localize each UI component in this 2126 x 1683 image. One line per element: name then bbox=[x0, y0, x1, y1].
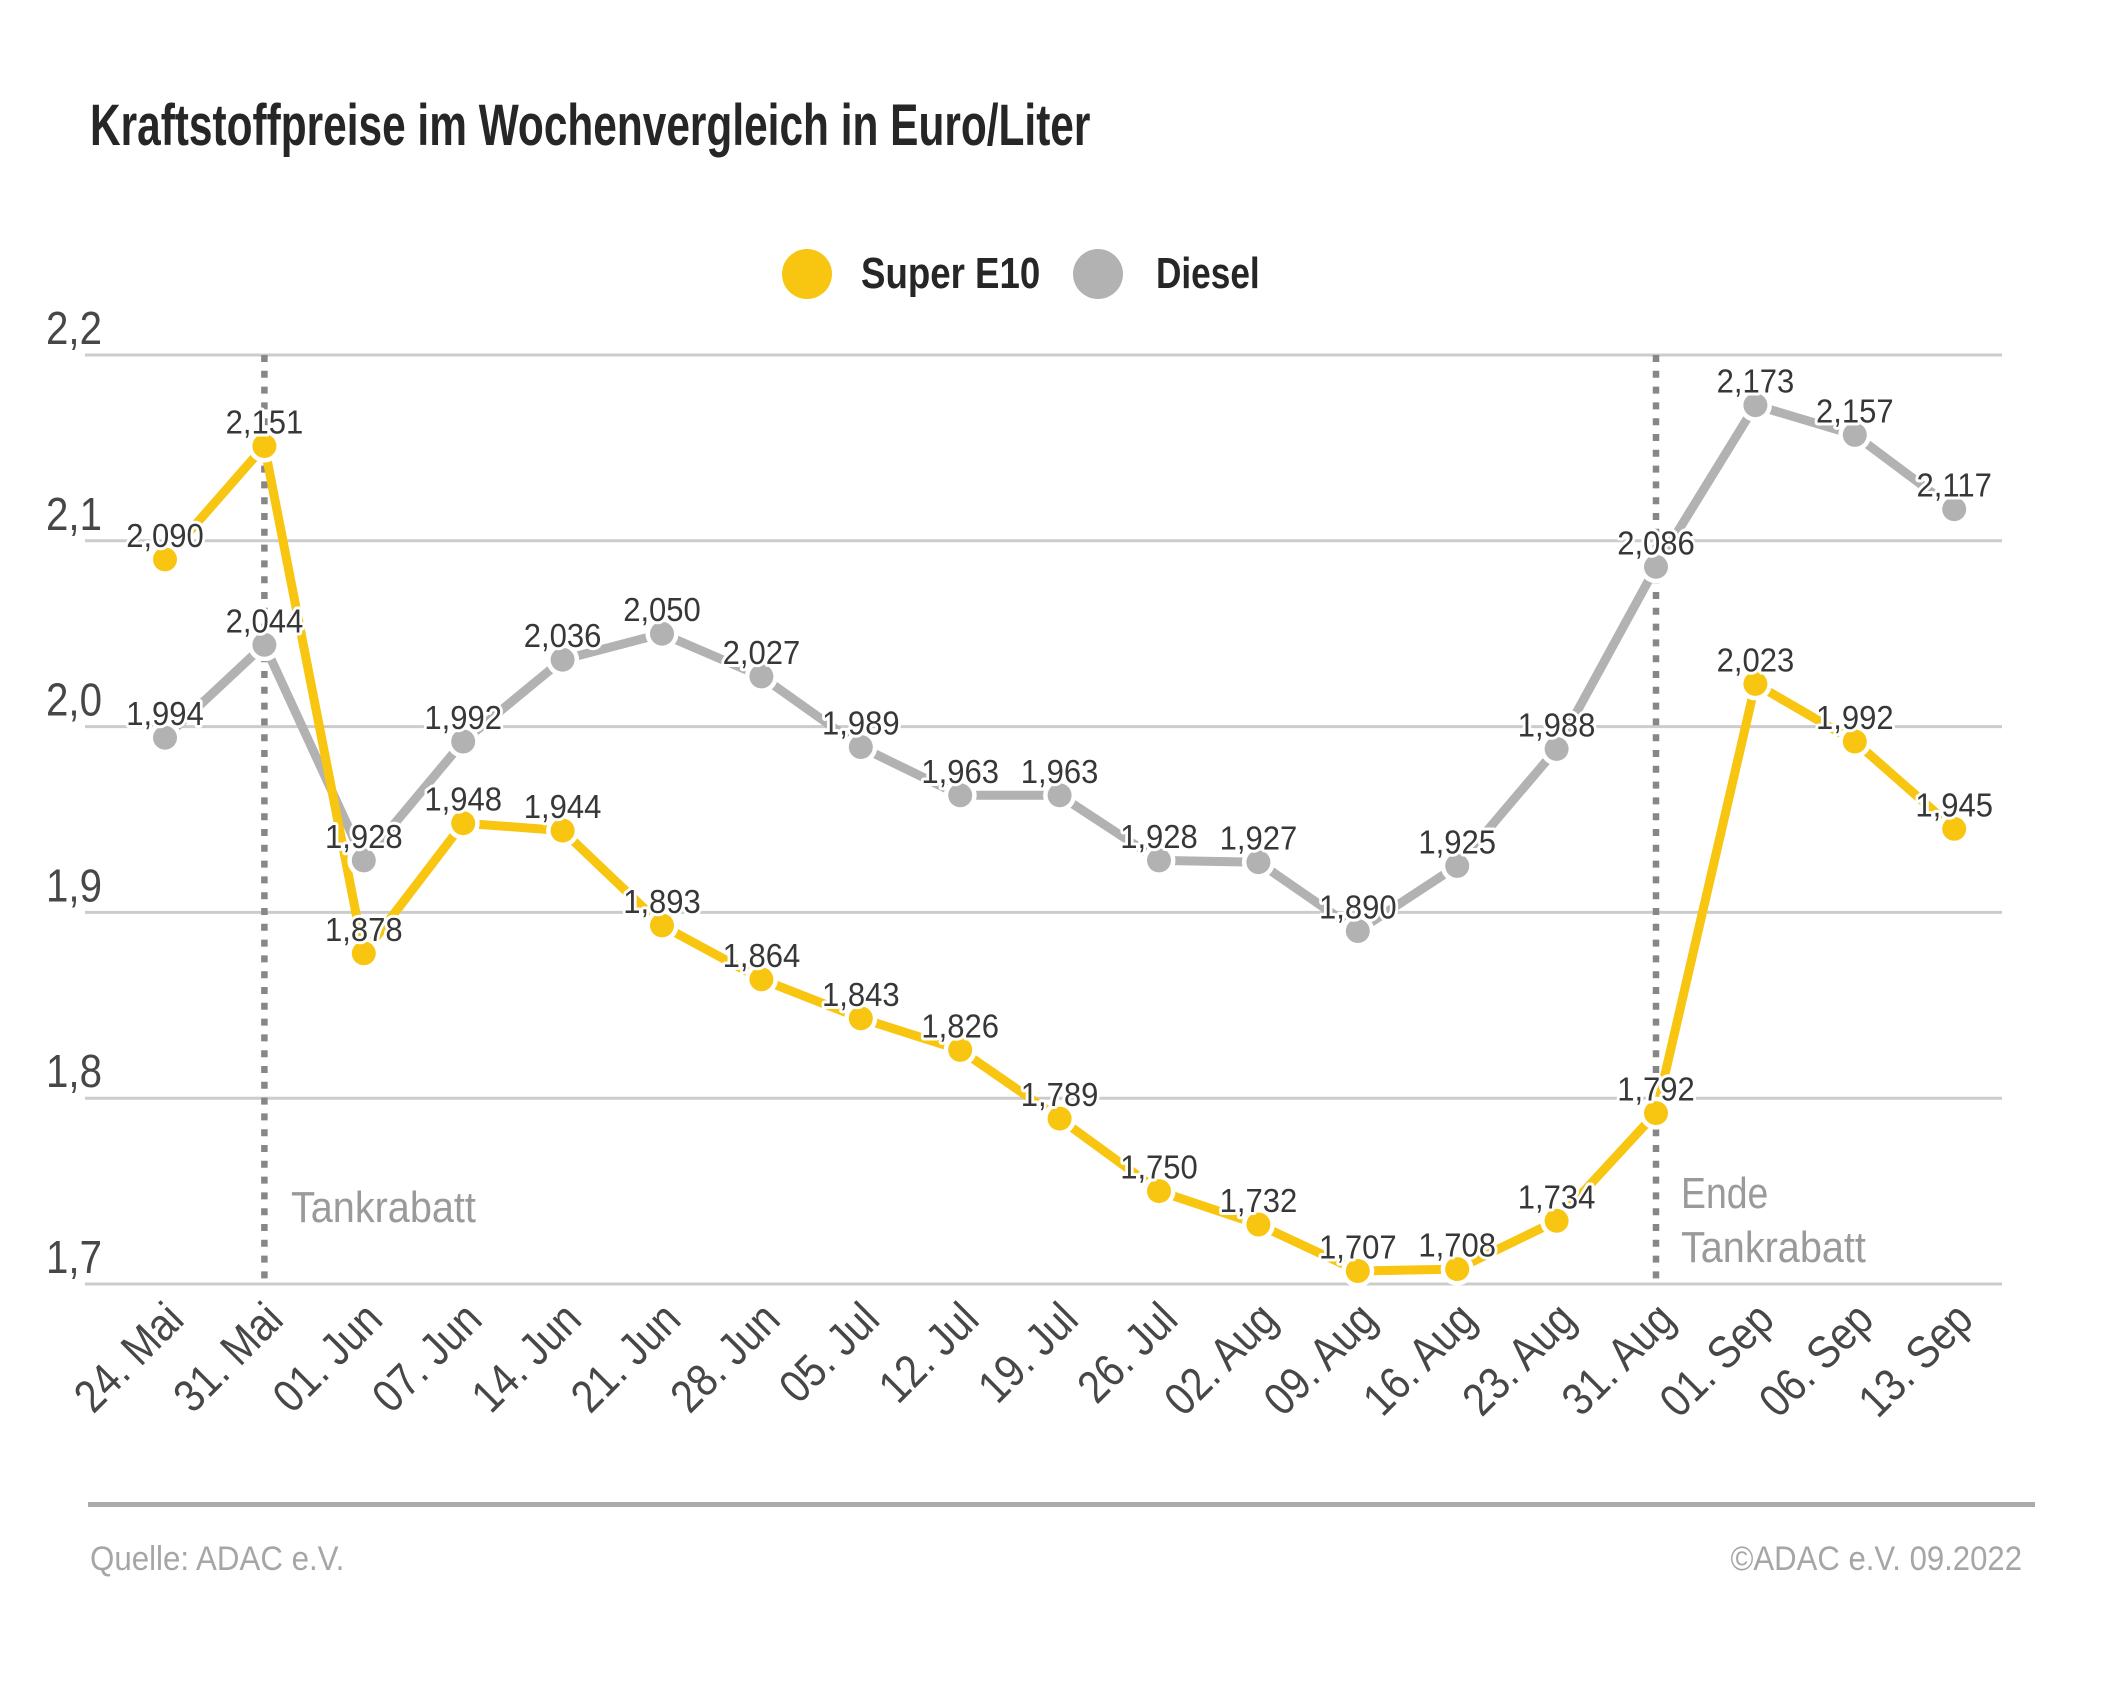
svg-text:1,963: 1,963 bbox=[921, 753, 999, 790]
svg-text:1,734: 1,734 bbox=[1518, 1178, 1596, 1215]
svg-text:1,945: 1,945 bbox=[1915, 786, 1993, 823]
svg-text:1,992: 1,992 bbox=[424, 699, 502, 736]
svg-text:1,988: 1,988 bbox=[1518, 707, 1596, 744]
svg-text:1,707: 1,707 bbox=[1319, 1229, 1397, 1266]
svg-text:1,928: 1,928 bbox=[1120, 818, 1198, 855]
svg-text:2,0: 2,0 bbox=[46, 675, 102, 726]
svg-text:1,963: 1,963 bbox=[1021, 753, 1099, 790]
svg-text:1,925: 1,925 bbox=[1418, 824, 1496, 861]
svg-text:2,2: 2,2 bbox=[46, 304, 102, 355]
svg-text:1,893: 1,893 bbox=[623, 883, 701, 920]
svg-text:1,843: 1,843 bbox=[822, 976, 900, 1013]
svg-text:1,890: 1,890 bbox=[1319, 889, 1397, 926]
svg-text:1,994: 1,994 bbox=[126, 695, 204, 732]
svg-text:1,9: 1,9 bbox=[46, 861, 102, 912]
svg-text:Diesel: Diesel bbox=[1156, 249, 1260, 298]
svg-text:2,151: 2,151 bbox=[226, 404, 304, 441]
svg-text:1,878: 1,878 bbox=[325, 911, 403, 948]
svg-text:Tankrabatt: Tankrabatt bbox=[1681, 1222, 1866, 1271]
svg-text:2,023: 2,023 bbox=[1717, 642, 1795, 679]
svg-text:1,864: 1,864 bbox=[723, 937, 801, 974]
svg-text:1,927: 1,927 bbox=[1220, 820, 1298, 857]
svg-text:2,036: 2,036 bbox=[524, 617, 602, 654]
svg-text:1,792: 1,792 bbox=[1617, 1071, 1695, 1108]
svg-text:Quelle: ADAC e.V.: Quelle: ADAC e.V. bbox=[90, 1539, 344, 1578]
svg-text:2,044: 2,044 bbox=[226, 602, 304, 639]
svg-text:©ADAC e.V. 09.2022: ©ADAC e.V. 09.2022 bbox=[1730, 1540, 2022, 1578]
svg-text:Super E10: Super E10 bbox=[861, 248, 1040, 298]
svg-text:1,708: 1,708 bbox=[1418, 1227, 1496, 1264]
svg-text:1,8: 1,8 bbox=[46, 1047, 102, 1098]
svg-text:1,732: 1,732 bbox=[1220, 1182, 1298, 1219]
svg-text:Tankrabatt: Tankrabatt bbox=[291, 1182, 476, 1231]
svg-text:1,948: 1,948 bbox=[424, 781, 502, 818]
svg-text:1,928: 1,928 bbox=[325, 818, 403, 855]
svg-text:2,090: 2,090 bbox=[126, 517, 204, 554]
svg-text:2,086: 2,086 bbox=[1617, 524, 1695, 561]
svg-text:1,789: 1,789 bbox=[1021, 1076, 1099, 1113]
svg-text:Kraftstoffpreise im Wochenverg: Kraftstoffpreise im Wochenvergleich in E… bbox=[90, 92, 1090, 157]
svg-text:Ende: Ende bbox=[1681, 1168, 1768, 1218]
svg-text:1,750: 1,750 bbox=[1120, 1149, 1198, 1186]
svg-text:1,989: 1,989 bbox=[822, 705, 900, 742]
svg-text:1,7: 1,7 bbox=[46, 1233, 102, 1284]
svg-text:2,027: 2,027 bbox=[723, 634, 801, 671]
svg-text:2,117: 2,117 bbox=[1917, 467, 1992, 504]
svg-text:2,173: 2,173 bbox=[1717, 363, 1795, 400]
svg-text:2,050: 2,050 bbox=[623, 591, 701, 628]
svg-text:1,992: 1,992 bbox=[1816, 699, 1894, 736]
svg-text:1,826: 1,826 bbox=[921, 1008, 999, 1045]
svg-text:2,157: 2,157 bbox=[1816, 393, 1894, 430]
svg-text:1,944: 1,944 bbox=[524, 788, 602, 825]
svg-text:2,1: 2,1 bbox=[46, 489, 102, 540]
